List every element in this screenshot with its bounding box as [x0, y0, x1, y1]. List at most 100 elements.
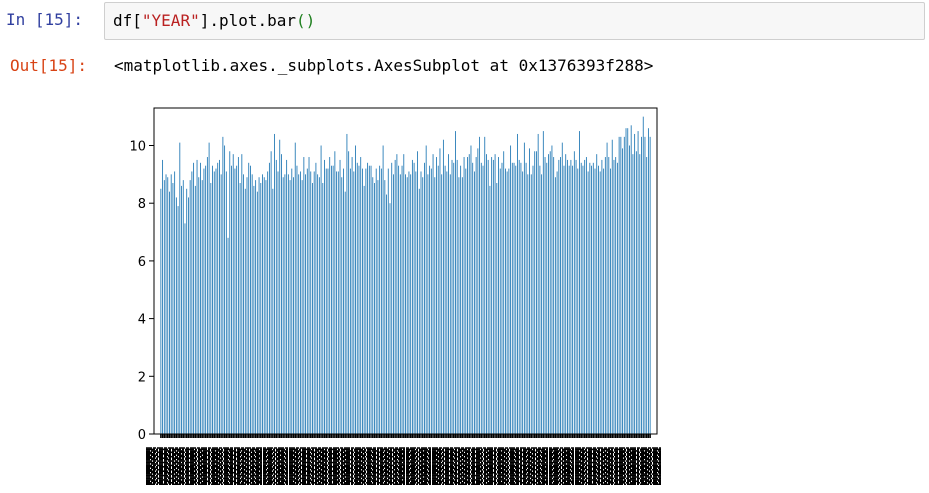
bar	[467, 157, 468, 434]
bar	[410, 174, 412, 434]
code-input-area[interactable]: df["YEAR"].plot.bar()	[104, 2, 925, 40]
bar	[194, 185, 196, 434]
bar	[387, 168, 389, 434]
bar	[203, 168, 205, 434]
bar	[274, 133, 275, 434]
bar	[379, 165, 381, 434]
bar	[386, 194, 387, 434]
bar	[539, 165, 541, 434]
bar	[275, 159, 277, 434]
bar	[263, 177, 265, 434]
bar	[262, 174, 263, 434]
bar	[511, 162, 513, 434]
bar	[470, 145, 472, 434]
bar	[272, 188, 274, 434]
bar	[532, 165, 534, 434]
bar	[642, 116, 644, 435]
bar	[644, 136, 646, 434]
bar	[250, 165, 251, 434]
bar	[429, 165, 431, 434]
bar	[563, 165, 565, 434]
bar	[503, 151, 505, 434]
bar	[632, 154, 634, 434]
bar	[355, 145, 356, 434]
bar	[244, 188, 246, 434]
bar	[594, 168, 596, 434]
bar	[504, 168, 506, 434]
bars-group	[160, 116, 651, 435]
bar	[472, 162, 474, 434]
bar	[234, 168, 236, 434]
bar	[622, 148, 623, 434]
bar	[358, 165, 360, 434]
bar	[596, 154, 598, 434]
bar	[210, 183, 212, 434]
bar	[558, 159, 560, 434]
bar	[575, 159, 577, 434]
bar	[248, 162, 250, 434]
output-prompt: Out[15]:	[10, 56, 88, 75]
bar	[630, 125, 632, 434]
bar	[317, 174, 319, 434]
bar	[534, 151, 536, 434]
bar	[567, 159, 568, 434]
bar	[348, 151, 350, 434]
bar	[434, 177, 436, 434]
bar	[349, 168, 351, 434]
bar	[382, 145, 384, 434]
bar	[286, 159, 288, 434]
bar	[356, 162, 358, 434]
bar	[554, 177, 556, 434]
bar	[362, 168, 363, 434]
bar	[405, 174, 406, 434]
bar	[542, 131, 544, 434]
bar	[267, 171, 269, 434]
bar	[337, 171, 339, 434]
y-tick-label: 0	[138, 428, 146, 443]
bar	[475, 157, 477, 434]
bar	[343, 168, 344, 434]
bar	[403, 154, 405, 434]
bar	[396, 154, 398, 434]
code-string: "YEAR"	[141, 11, 200, 30]
bar	[615, 157, 617, 434]
bar	[501, 162, 503, 434]
bar	[430, 168, 432, 434]
bar	[513, 162, 515, 434]
bar	[163, 180, 165, 434]
bar	[220, 174, 222, 434]
bar	[341, 177, 343, 434]
bar	[260, 183, 262, 434]
bar	[598, 165, 599, 434]
bar	[370, 165, 372, 434]
bar	[477, 148, 479, 434]
bar	[616, 162, 618, 434]
bar	[208, 142, 210, 434]
bar	[436, 157, 437, 434]
bar	[200, 162, 201, 434]
plot-frame	[153, 107, 658, 435]
bar	[491, 157, 493, 434]
bar	[225, 171, 227, 434]
bar	[487, 159, 489, 434]
bar	[479, 136, 481, 434]
bar	[506, 171, 508, 434]
code-suffix: ].plot.bar	[199, 11, 297, 30]
bar	[394, 159, 396, 434]
bar	[179, 142, 181, 434]
bar	[551, 145, 553, 434]
bar	[441, 174, 443, 434]
bar	[213, 171, 215, 434]
bar	[237, 157, 239, 434]
bar	[627, 128, 629, 434]
bar	[465, 168, 467, 434]
bar	[189, 180, 191, 434]
bar	[492, 159, 494, 434]
y-tick-label: 10	[129, 140, 146, 155]
bar	[523, 142, 525, 434]
bar	[186, 188, 188, 434]
bar	[172, 183, 174, 434]
bar	[351, 157, 353, 434]
bar	[253, 185, 255, 434]
bar	[541, 174, 543, 434]
